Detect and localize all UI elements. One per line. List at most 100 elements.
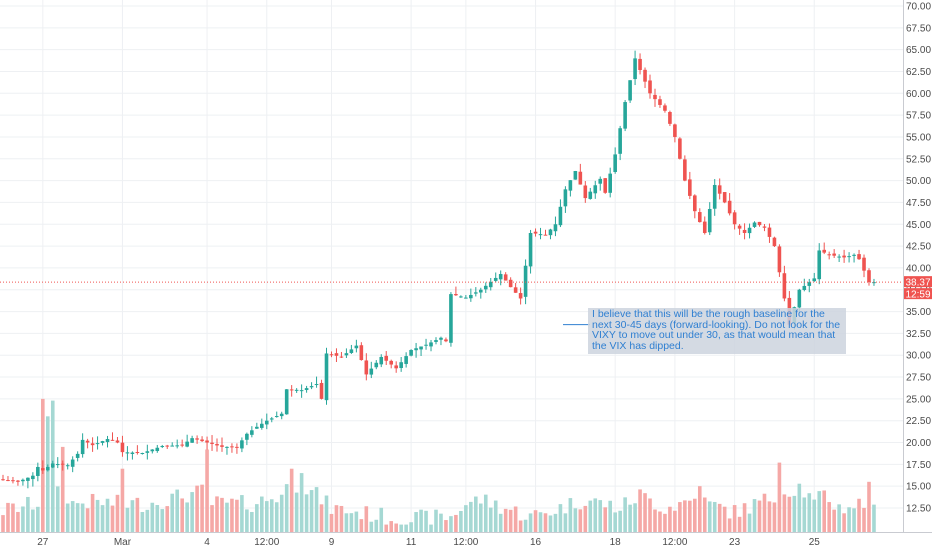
y-tick-label: 25.00 [906,394,931,405]
volume-bar [11,503,15,532]
y-tick-label: 65.00 [906,45,931,56]
candle-body [120,442,125,453]
candle-body [757,221,762,226]
volume-bar [284,484,289,532]
candle-body [230,446,234,448]
volume-bar [712,501,717,532]
candle-body [255,426,259,429]
candle-body [170,445,175,447]
candle-body [533,231,538,234]
candle-body [449,294,453,343]
candle-body [867,270,871,283]
volume-bar [568,498,573,532]
y-tick-label: 60.00 [906,89,931,100]
volume-bar [523,519,528,532]
volume-bar [613,512,617,532]
volume-bar [70,501,75,532]
candle-body [737,225,742,229]
candle-body [558,206,563,226]
y-tick-label: 42.50 [906,242,931,253]
volume-bar [643,493,647,532]
candle-body [359,345,364,361]
volume-bar [170,493,175,532]
candle-body [454,294,458,296]
volume-bar [648,498,652,532]
candle-body [742,229,747,233]
volume-bar [36,506,40,532]
candle-body [722,192,727,203]
grid [0,0,903,532]
candle-body [409,349,413,356]
price-axis-ticks: 12.50 15.00 17.50 20.00 22.50 25.00 27.50 30.00… [906,2,931,515]
candle-body [658,99,662,105]
volume-bar [538,512,543,532]
candle-body [419,346,423,350]
time-axis[interactable] [0,533,903,550]
candle-body [31,475,35,480]
candle-body [90,443,95,446]
candle-body [80,439,85,455]
candle-body [782,273,787,299]
y-tick-label: 32.50 [906,329,931,340]
candle-body [240,440,244,449]
volume-bar [777,462,782,532]
volume-bar [424,510,428,532]
volume-bar [558,504,563,532]
volume-bar [105,498,110,532]
price-axis[interactable] [903,0,932,532]
candle-body [160,446,165,448]
volume-bar [6,502,10,532]
x-tick-label: 12:00 [662,537,687,548]
volume-bar [349,513,354,532]
volume-bar [100,505,105,532]
volume-bar [822,490,827,532]
candle-body [180,444,184,446]
y-tick-label: 52.50 [906,154,931,165]
candle-body [802,285,807,290]
volume-bar [150,502,155,532]
x-tick-label: 11 [406,537,417,548]
candle-body [837,256,841,258]
candle-body [538,234,543,236]
volume-bar [369,521,374,532]
candle-body [503,274,508,281]
volume-bar [399,524,403,532]
volume-bar [359,519,364,532]
candle-body [593,185,598,194]
candle-body [329,354,334,356]
volume-bar [837,504,841,532]
candle-body [274,416,279,418]
volume-bar [220,497,224,532]
time-axis-ticks: 27 Mar 4 12:00 9 11 12:00 16 18 12:00 23 25 [37,537,820,548]
volume-bar [673,510,677,532]
volume-bar [772,502,777,532]
candle-body [767,227,772,237]
candle-body [498,274,503,280]
candle-body [613,154,617,172]
candle-body [324,353,329,401]
candle-body [598,178,603,184]
volume-bar [429,524,433,532]
volume-bar [75,503,80,532]
annotation-note[interactable]: I believe that this will be the rough ba… [588,308,846,354]
candle-body [289,389,294,391]
volume-bar [200,484,204,532]
candle-body [165,445,170,447]
volume-bar [583,505,588,532]
candle-body [404,356,408,364]
volume-bar [389,521,394,532]
volume-bar [727,518,732,532]
volume-bar [334,505,339,532]
volume-bar [155,505,160,532]
y-tick-label: 40.00 [906,263,931,274]
volume-bar [294,492,299,532]
candle-body [95,443,100,445]
candle-body [245,433,249,440]
candle-body [817,250,822,280]
volume-bar [827,502,831,532]
candle-body [702,221,707,233]
volume-bar [95,499,100,532]
candle-body [60,463,65,465]
candle-body [847,256,851,258]
